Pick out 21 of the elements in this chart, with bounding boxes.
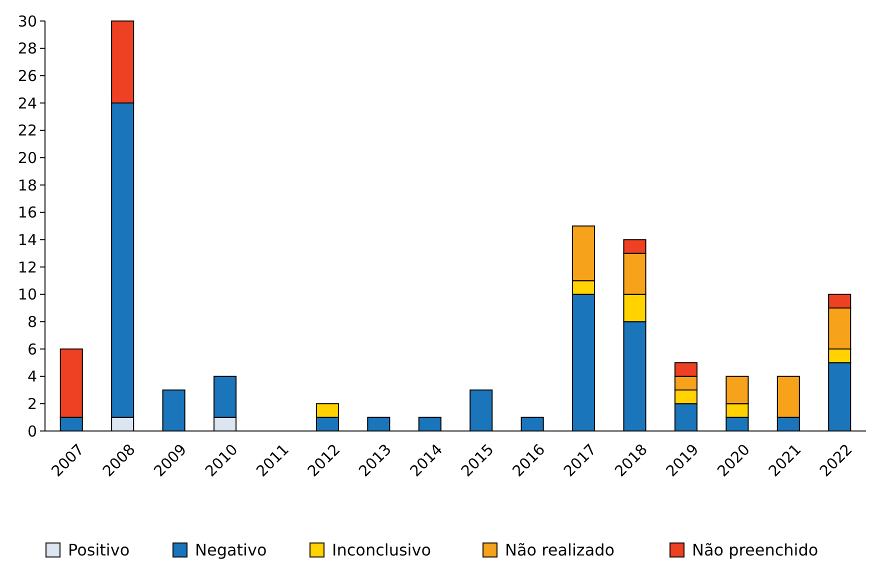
legend-label: Não realizado [505, 540, 615, 560]
y-tick-label: 8 [27, 312, 37, 331]
y-tick-label: 26 [18, 66, 37, 85]
y-tick-label: 0 [27, 422, 37, 440]
legend-label: Positivo [68, 540, 130, 560]
legend-label: Inconclusivo [332, 540, 432, 560]
y-tick-label: 20 [18, 148, 37, 167]
y-tick-label: 12 [18, 258, 37, 276]
y-tick-label: 30 [18, 12, 37, 30]
y-tick-label: 18 [18, 176, 37, 194]
y-tick-label: 10 [18, 286, 37, 304]
legend-label: Negativo [195, 540, 267, 560]
y-tick-label: 2 [27, 394, 37, 413]
legend-label: Não preenchido [692, 540, 818, 560]
y-tick-label: 16 [18, 204, 37, 222]
y-tick-label: 14 [18, 230, 37, 249]
y-tick-label: 4 [27, 368, 37, 386]
y-tick-label: 22 [18, 122, 37, 140]
y-tick-label: 24 [18, 94, 37, 112]
y-tick-label: 6 [27, 340, 37, 358]
y-tick-label: 28 [18, 40, 37, 58]
